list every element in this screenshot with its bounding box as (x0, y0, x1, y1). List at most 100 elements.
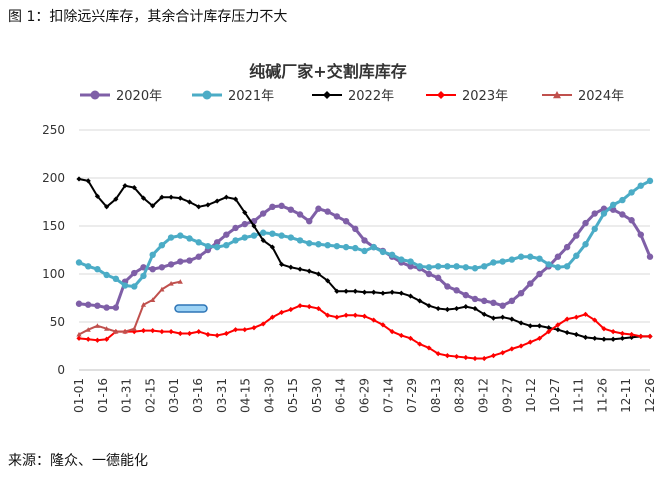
data-point (582, 311, 589, 317)
data-point (195, 253, 202, 260)
data-point (591, 225, 598, 233)
legend-label: 2022年 (348, 89, 394, 104)
data-point (196, 329, 202, 335)
data-point (297, 266, 303, 272)
data-point (85, 327, 91, 332)
data-point (481, 311, 487, 317)
data-point (518, 343, 524, 349)
legend-item: 2024年 (542, 89, 624, 104)
data-point (85, 178, 91, 184)
data-point (306, 304, 312, 310)
data-point (334, 314, 340, 320)
x-tick-label: 03-01 (167, 378, 181, 413)
data-point (94, 266, 101, 273)
data-point (342, 218, 350, 225)
figure-caption: 图 1：扣除远兴库存，其余合计库存压力不大 (8, 9, 288, 25)
data-point (241, 234, 248, 241)
data-point (555, 327, 561, 333)
data-point (517, 253, 525, 260)
data-point (472, 355, 478, 362)
legend: 2020年 2021年 2022年 2023年 2024年 (80, 89, 624, 104)
data-point (177, 330, 183, 337)
data-point (196, 204, 202, 210)
data-point (232, 327, 239, 333)
y-tick-label: 150 (42, 219, 65, 233)
data-point (490, 259, 497, 266)
data-point (213, 243, 221, 251)
data-point (646, 253, 654, 260)
data-point (94, 302, 101, 309)
data-point (103, 271, 110, 279)
data-point (232, 237, 239, 244)
data-point (398, 290, 404, 296)
data-point (554, 253, 562, 260)
data-point (490, 315, 497, 321)
data-point (527, 323, 533, 329)
data-point (591, 210, 598, 217)
data-point (205, 331, 211, 338)
data-point (242, 209, 248, 216)
data-point (177, 232, 184, 239)
data-point (113, 329, 119, 334)
data-point (259, 210, 267, 217)
data-point (437, 91, 445, 99)
legend-label: 2024年 (578, 89, 624, 104)
data-point (75, 300, 83, 307)
x-tick-label: 01-16 (96, 378, 110, 413)
data-point (499, 302, 506, 309)
data-point (563, 243, 571, 251)
data-point (453, 287, 460, 294)
x-tick-label: 02-15 (143, 378, 157, 413)
data-point (315, 271, 322, 277)
chart-title: 纯碱厂家+交割库库存 (249, 62, 406, 81)
y-axis: 0 50 100 150 200 250 (42, 123, 65, 377)
data-point (444, 353, 450, 359)
data-point (149, 251, 156, 258)
data-point (204, 242, 212, 250)
highlight-marker (174, 304, 208, 313)
data-point (628, 189, 635, 196)
data-point (573, 314, 579, 320)
series-line (78, 280, 181, 336)
data-point (186, 199, 193, 205)
data-point (462, 291, 470, 299)
data-point (388, 251, 396, 258)
data-point (564, 329, 570, 336)
data-point (333, 213, 341, 220)
data-point (582, 334, 589, 340)
data-point (389, 289, 395, 295)
data-point (371, 317, 377, 323)
data-point (563, 263, 571, 270)
data-point (407, 263, 414, 270)
x-tick-label: 12-11 (619, 378, 633, 413)
data-point (223, 194, 229, 200)
x-tick-label: 08-13 (429, 378, 443, 413)
legend-item: 2023年 (426, 89, 508, 104)
x-tick-label: 05-30 (310, 378, 324, 413)
x-tick-label: 10-27 (548, 378, 562, 413)
series-2022年 (76, 176, 653, 342)
data-point (500, 350, 506, 356)
data-point (75, 259, 83, 266)
x-tick-label: 03-16 (191, 378, 205, 413)
data-point (306, 240, 313, 247)
legend-item: 2021年 (192, 89, 274, 104)
figure-source: 来源：隆众、一德能化 (8, 453, 148, 469)
gridlines (79, 129, 650, 371)
data-point (637, 182, 644, 189)
x-tick-label: 03-31 (215, 378, 229, 413)
x-tick-label: 06-14 (334, 378, 348, 413)
data-point (140, 272, 147, 280)
data-point (426, 303, 432, 309)
data-point (499, 258, 506, 265)
data-point (269, 230, 276, 237)
data-point (453, 353, 460, 360)
data-point (509, 316, 515, 322)
data-point (112, 275, 120, 282)
y-tick-label: 250 (42, 123, 65, 137)
data-point (288, 264, 294, 270)
data-point (434, 274, 442, 282)
data-point (434, 263, 442, 270)
data-point (573, 331, 579, 338)
x-tick-label: 10-12 (524, 378, 538, 413)
